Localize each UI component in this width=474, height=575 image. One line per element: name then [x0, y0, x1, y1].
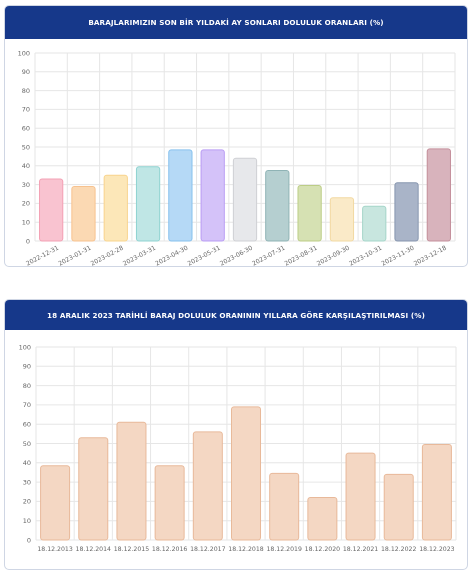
chart-monthly: 0 10 20 30 40 50 60 70 80 90 100 2022-12-312023-01-… — [18, 49, 456, 267]
yearly-ytick-label: 10 — [23, 517, 31, 525]
monthly-xtick-label: 2023-12-18 — [413, 245, 448, 267]
yearly-xtick-label: 18.12.2020 — [305, 546, 340, 553]
monthly-ytick-label: 90 — [22, 68, 30, 76]
yearly-bar[interactable] — [269, 472, 300, 541]
monthly-ytick-label: 60 — [22, 125, 30, 133]
monthly-bar[interactable] — [103, 174, 128, 242]
yearly-xtick-label: 18.12.2021 — [343, 546, 378, 553]
yearly-ytick-label: 40 — [23, 459, 31, 467]
chart-title-monthly: BARAJLARIMIZIN SON BİR YILDAKİ AY SONLAR… — [5, 6, 467, 39]
yearly-xtick-label: 18.12.2014 — [76, 546, 111, 553]
yearly-ytick-label: 50 — [23, 440, 31, 448]
yearly-xtick-label: 18.12.2017 — [190, 546, 225, 553]
monthly-bar[interactable] — [71, 185, 96, 242]
yearly-ytick-label: 20 — [23, 498, 31, 506]
monthly-bar[interactable] — [39, 178, 64, 242]
monthly-xtick-label: 2023-09-30 — [316, 245, 351, 267]
monthly-ytick-label: 10 — [22, 219, 30, 227]
monthly-bar[interactable] — [426, 148, 451, 242]
monthly-ytick-label: 50 — [22, 143, 30, 151]
monthly-ytick-label: 70 — [22, 106, 30, 114]
monthly-xtick-label: 2023-05-31 — [187, 245, 222, 267]
monthly-xtick-label: 2023-07-31 — [251, 245, 286, 267]
yearly-xtick-label: 18.12.2015 — [114, 546, 149, 553]
monthly-ytick-label: 30 — [22, 181, 30, 189]
yearly-bar[interactable] — [40, 465, 71, 541]
yearly-bar[interactable] — [345, 452, 376, 541]
yearly-bar[interactable] — [307, 497, 338, 541]
yearly-ytick-label: 80 — [23, 382, 31, 390]
yearly-ytick-label: 90 — [23, 363, 31, 371]
yearly-bar[interactable] — [421, 443, 452, 541]
chart-yearly: 0 10 20 30 40 50 60 70 80 90 100 18.12.2013 18.12.20… — [19, 343, 457, 553]
yearly-xtick-label: 18.12.2023 — [419, 546, 454, 553]
monthly-ytick-label: 0 — [26, 237, 30, 245]
yearly-ytick-label: 0 — [27, 536, 31, 544]
monthly-ytick-label: 80 — [22, 87, 30, 95]
monthly-xtick-label: 2023-01-31 — [57, 245, 92, 267]
chart-title-yearly: 18 ARALIK 2023 TARİHLİ BARAJ DOLULUK ORA… — [5, 300, 467, 330]
yearly-xtick-label: 18.12.2019 — [266, 546, 301, 553]
yearly-bar[interactable] — [230, 406, 262, 541]
monthly-bar[interactable] — [200, 149, 225, 242]
monthly-ytick-label: 40 — [22, 162, 30, 170]
monthly-bar[interactable] — [135, 166, 161, 242]
monthly-xtick-label: 2023-11-30 — [380, 245, 415, 267]
yearly-ytick-label: 100 — [19, 343, 31, 351]
monthly-xtick-label: 2023-08-31 — [284, 245, 319, 267]
yearly-bar[interactable] — [154, 465, 185, 541]
yearly-bar[interactable] — [116, 421, 147, 541]
monthly-ytick-label: 20 — [22, 200, 30, 208]
monthly-bar[interactable] — [232, 157, 258, 242]
monthly-bar[interactable] — [394, 182, 419, 242]
monthly-bar[interactable] — [362, 205, 387, 242]
monthly-xtick-label: 2023-10-31 — [348, 245, 383, 267]
yearly-bar[interactable] — [78, 437, 109, 541]
monthly-xtick-label: 2023-06-30 — [219, 245, 254, 267]
yearly-ytick-label: 60 — [23, 421, 31, 429]
monthly-xtick-label: 2023-02-28 — [90, 245, 125, 267]
monthly-ytick-label: 100 — [18, 49, 30, 57]
monthly-xtick-label: 2023-04-30 — [154, 245, 189, 267]
monthly-bar[interactable] — [168, 149, 193, 242]
yearly-xtick-label: 18.12.2022 — [381, 546, 416, 553]
monthly-xtick-label: 2022-12-31 — [25, 245, 60, 267]
monthly-bar[interactable] — [297, 185, 322, 242]
yearly-ytick-label: 30 — [23, 478, 31, 486]
monthly-bar[interactable] — [329, 197, 355, 242]
chart-panel-yearly: 18 ARALIK 2023 TARİHLİ BARAJ DOLULUK ORA… — [4, 299, 468, 570]
yearly-ytick-label: 70 — [23, 401, 31, 409]
monthly-bar[interactable] — [265, 170, 290, 242]
chart-panel-monthly: BARAJLARIMIZIN SON BİR YILDAKİ AY SONLAR… — [4, 5, 468, 267]
yearly-bar[interactable] — [192, 431, 223, 541]
yearly-xtick-label: 18.12.2013 — [37, 546, 72, 553]
yearly-bar[interactable] — [383, 473, 414, 541]
yearly-xtick-label: 18.12.2016 — [152, 546, 187, 553]
yearly-xtick-label: 18.12.2018 — [228, 546, 263, 553]
monthly-xtick-label: 2023-03-31 — [122, 245, 157, 267]
